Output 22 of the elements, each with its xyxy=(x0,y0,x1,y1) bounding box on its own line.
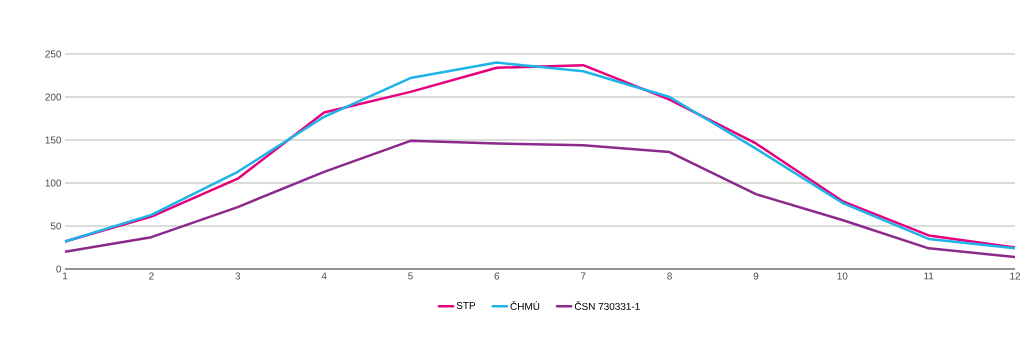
x-tick-label: 1 xyxy=(63,272,68,280)
legend-label: STP xyxy=(456,302,476,310)
x-tick-label: 2 xyxy=(149,272,154,280)
line-series xyxy=(63,139,1017,259)
x-tick-label: 10 xyxy=(837,272,848,280)
x-tick-label: 6 xyxy=(494,272,500,280)
x-tick-label: 3 xyxy=(235,272,241,280)
x-tick-label: 11 xyxy=(924,272,934,280)
y-tick-label: 100 xyxy=(45,179,62,187)
x-tick-label: 9 xyxy=(753,272,759,280)
y-tick-label: 0 xyxy=(56,265,62,273)
x-tick-label: 12 xyxy=(1010,272,1021,280)
x-tick-label: 4 xyxy=(321,272,327,280)
legend-label: ČSN 730331-1 xyxy=(574,301,640,310)
y-tick-label: 150 xyxy=(45,136,62,144)
legend-label: ČHMÚ xyxy=(510,301,540,310)
y-tick-label: 50 xyxy=(50,222,62,230)
x-tick-label: 8 xyxy=(667,272,672,280)
x-tick-label: 7 xyxy=(580,272,586,280)
y-tick-label: 200 xyxy=(45,93,62,101)
x-tick-label: 5 xyxy=(408,272,413,280)
y-tick-label: 250 xyxy=(45,50,62,58)
